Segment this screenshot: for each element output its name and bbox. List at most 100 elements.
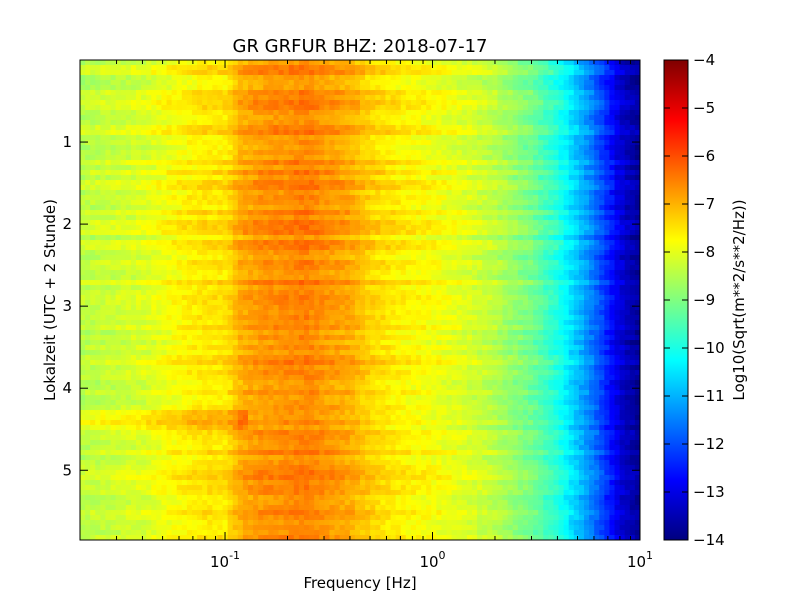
heatmap-cell <box>95 60 101 66</box>
heatmap-cell <box>156 500 163 506</box>
heatmap-cell <box>309 405 315 411</box>
heatmap-cell <box>100 255 107 261</box>
heatmap-cell <box>288 115 295 121</box>
heatmap-cell <box>278 375 285 381</box>
heatmap-cell <box>319 535 325 540</box>
heatmap-cell <box>227 240 234 246</box>
heatmap-cell <box>207 180 213 186</box>
heatmap-cell <box>166 250 173 256</box>
heatmap-cell <box>120 170 127 176</box>
heatmap-cell <box>85 520 91 526</box>
heatmap-cell <box>309 495 315 501</box>
heatmap-cell <box>166 225 173 231</box>
heatmap-cell <box>232 275 239 281</box>
heatmap-cell <box>130 115 137 121</box>
heatmap-cell <box>268 465 275 471</box>
heatmap-cell <box>197 300 203 306</box>
heatmap-cell <box>278 130 285 136</box>
heatmap-cell <box>181 250 188 256</box>
heatmap-cell <box>85 405 91 411</box>
heatmap-cell <box>176 80 183 86</box>
heatmap-cell <box>329 105 336 111</box>
heatmap-cell <box>298 285 305 291</box>
heatmap-cells <box>80 60 640 540</box>
heatmap-cell <box>166 330 173 336</box>
heatmap-cell <box>278 225 285 231</box>
heatmap-cell <box>120 285 127 291</box>
heatmap-cell <box>100 310 107 316</box>
heatmap-cell <box>273 250 280 256</box>
heatmap-cell <box>339 425 346 431</box>
heatmap-cell <box>207 260 213 266</box>
heatmap-cell <box>217 275 224 281</box>
heatmap-cell <box>90 495 96 501</box>
heatmap-cell <box>202 270 208 276</box>
heatmap-cell <box>309 115 315 121</box>
heatmap-cell <box>314 315 320 321</box>
heatmap-cell <box>186 110 193 116</box>
heatmap-cell <box>237 215 244 221</box>
heatmap-cell <box>115 450 122 456</box>
heatmap-cell <box>105 235 112 241</box>
heatmap-cell <box>304 150 310 156</box>
heatmap-cell <box>329 155 336 161</box>
heatmap-cell <box>288 180 295 186</box>
heatmap-cell <box>293 145 300 151</box>
heatmap-cell <box>85 280 91 286</box>
heatmap-cell <box>212 215 219 221</box>
heatmap-cell <box>232 345 239 351</box>
heatmap-cell <box>171 295 178 301</box>
heatmap-cell <box>181 125 188 131</box>
heatmap-cell <box>212 280 219 286</box>
heatmap-cell <box>344 75 351 81</box>
heatmap-cell <box>156 515 163 521</box>
heatmap-cell <box>288 60 295 66</box>
heatmap-cell <box>283 290 290 296</box>
heatmap-cell <box>192 240 198 246</box>
heatmap-cell <box>136 265 142 271</box>
heatmap-cell <box>283 255 290 261</box>
heatmap-cell <box>192 125 198 131</box>
heatmap-cell <box>248 475 254 481</box>
heatmap-cell <box>283 100 290 106</box>
heatmap-cell <box>186 530 193 536</box>
heatmap-cell <box>85 165 91 171</box>
heatmap-cell <box>217 285 224 291</box>
heatmap-cell <box>222 245 229 251</box>
heatmap-cell <box>283 185 290 191</box>
heatmap-cell <box>197 85 203 91</box>
heatmap-cell <box>278 135 285 141</box>
heatmap-cell <box>242 375 249 381</box>
heatmap-cell <box>207 525 213 531</box>
heatmap-cell <box>156 240 163 246</box>
heatmap-cell <box>186 400 193 406</box>
heatmap-cell <box>237 65 244 71</box>
heatmap-cell <box>186 485 193 491</box>
heatmap-cell <box>141 285 147 291</box>
heatmap-cell <box>141 145 147 151</box>
heatmap-cell <box>263 310 269 316</box>
heatmap-cell <box>309 420 315 426</box>
heatmap-cell <box>176 355 183 361</box>
heatmap-cell <box>212 425 219 431</box>
heatmap-cell <box>110 475 117 481</box>
heatmap-cell <box>232 420 239 426</box>
heatmap-cell <box>273 385 280 391</box>
heatmap-cell <box>141 295 147 301</box>
heatmap-cell <box>232 210 239 216</box>
heatmap-cell <box>324 360 331 366</box>
heatmap-cell <box>130 85 137 91</box>
heatmap-cell <box>85 265 91 271</box>
heatmap-cell <box>90 230 96 236</box>
heatmap-cell <box>146 75 152 81</box>
heatmap-cell <box>268 310 275 316</box>
heatmap-cell <box>90 435 96 441</box>
heatmap-cell <box>319 105 325 111</box>
heatmap-cell <box>339 500 346 506</box>
heatmap-cell <box>171 195 178 201</box>
heatmap-cell <box>283 110 290 116</box>
heatmap-cell <box>212 85 219 91</box>
heatmap-cell <box>273 380 280 386</box>
heatmap-cell <box>319 210 325 216</box>
heatmap-cell <box>334 440 341 446</box>
